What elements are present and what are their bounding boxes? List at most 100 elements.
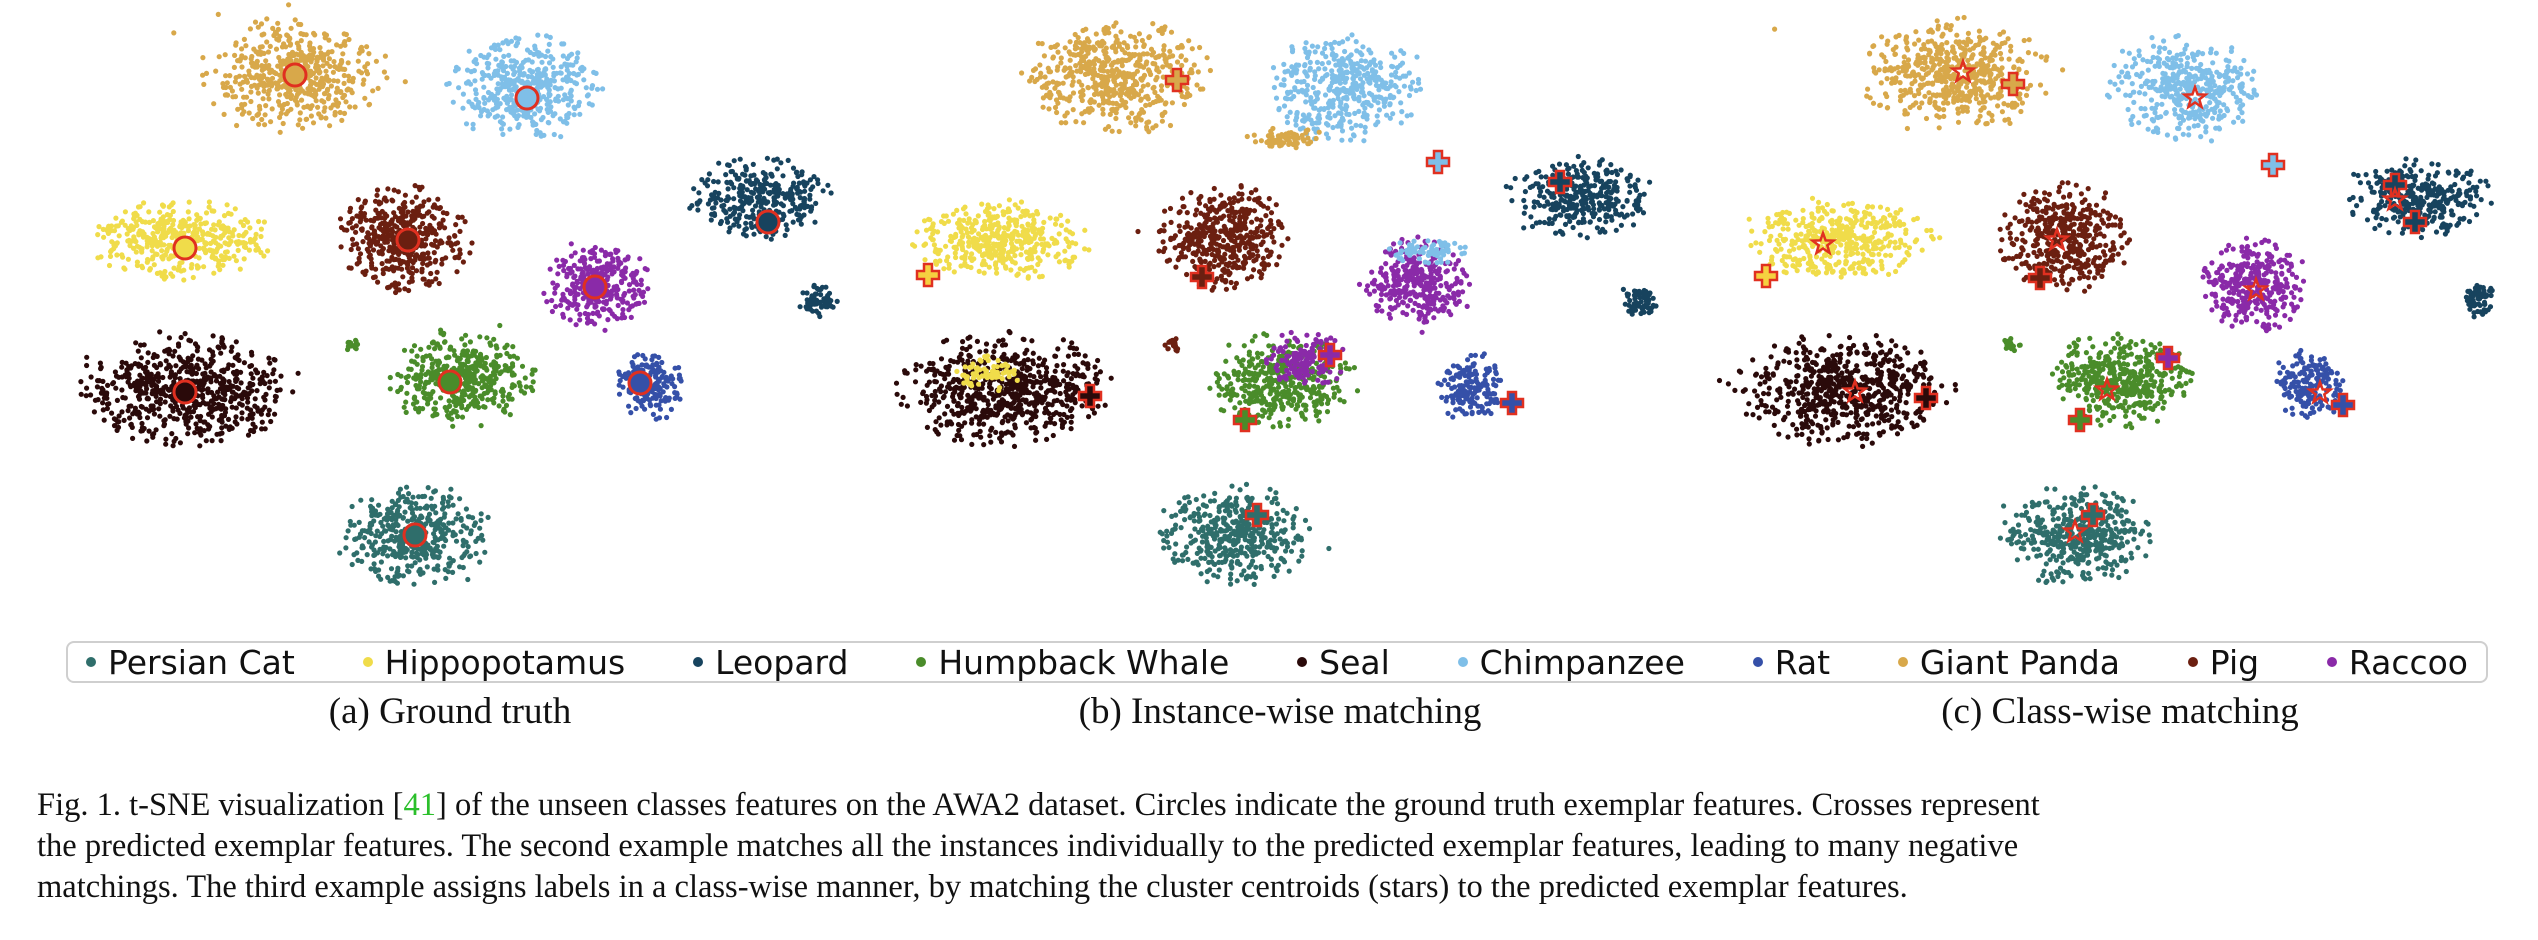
ground-truth-circle-marker <box>627 370 653 396</box>
ground-truth-circle-marker <box>395 227 421 253</box>
cluster-points <box>1244 125 1322 151</box>
predicted-cross-marker <box>2080 502 2106 528</box>
legend-label: Rat <box>1774 642 1831 682</box>
cluster-points <box>1270 32 1424 144</box>
cluster-points <box>2104 33 2260 144</box>
legend-dot-icon <box>2187 657 2198 667</box>
predicted-cross-marker <box>1547 169 1573 195</box>
cluster-points <box>2002 336 2023 354</box>
cluster-points <box>387 322 538 429</box>
predicted-cross-marker <box>2000 71 2026 97</box>
centroid-star-marker <box>2380 185 2410 212</box>
predicted-cross-marker <box>2027 265 2053 291</box>
scatter-panel-c <box>1716 14 2495 586</box>
legend-label: Giant Panda <box>1919 642 2120 682</box>
cluster-points <box>2347 156 2494 241</box>
caption-line-3: matchings. The third example assigns lab… <box>37 869 1908 905</box>
legend-dot-icon <box>2326 657 2337 667</box>
centroid-star-marker <box>2305 378 2335 405</box>
cluster-points <box>1746 195 1943 280</box>
cluster-points <box>1716 333 1959 450</box>
cluster-points <box>1162 336 1181 354</box>
legend-label: Leopard <box>715 642 849 682</box>
cluster-points <box>2463 282 2495 320</box>
legend-label: Humpback Whale <box>938 642 1230 682</box>
subcaption-b: (b) Instance-wise matching <box>1078 691 1482 732</box>
predicted-cross-marker <box>1317 342 1343 368</box>
predicted-cross-marker <box>1499 390 1525 416</box>
centroid-star-marker <box>1808 229 1838 256</box>
scatter-panel-b <box>893 20 1778 588</box>
predicted-cross-marker <box>1189 264 1215 290</box>
centroid-star-marker <box>1948 57 1978 84</box>
predicted-cross-marker <box>1077 383 1103 409</box>
legend-item: Giant Panda <box>1897 642 2120 682</box>
cluster-points <box>345 337 361 353</box>
legend-dot-icon <box>86 657 96 667</box>
legend-dot-icon <box>1752 657 1763 667</box>
scatter-panel-a <box>78 2 840 587</box>
cluster-points <box>1356 234 1473 335</box>
cluster-points <box>1386 238 1468 266</box>
predicted-cross-marker <box>2260 152 2286 178</box>
predicted-cross-marker <box>1232 407 1258 433</box>
subcaption-c: (c) Class-wise matching <box>1941 691 2299 732</box>
subcaption-a: (a) Ground truth <box>328 691 572 732</box>
legend-dot-icon <box>693 657 704 667</box>
centroid-star-marker <box>2092 375 2122 402</box>
cluster-points <box>1772 26 1778 32</box>
legend-label: Raccoo <box>2348 642 2468 682</box>
cluster-points <box>797 282 840 320</box>
cluster-points <box>954 353 1020 394</box>
ground-truth-circle-marker <box>172 235 198 261</box>
predicted-cross-marker <box>2402 209 2428 235</box>
legend-label: Seal <box>1319 642 1390 682</box>
legend-label: Chimpanzee <box>1479 642 1685 682</box>
predicted-cross-marker <box>1244 502 1270 528</box>
caption-line-1: Fig. 1. t-SNE visualization [41] of the … <box>37 787 2040 823</box>
cluster-points <box>1157 481 1332 588</box>
cluster-points <box>687 155 834 242</box>
cluster-points <box>1018 20 1213 135</box>
predicted-cross-marker <box>2067 407 2093 433</box>
cluster-points <box>910 197 1092 281</box>
centroid-star-marker <box>1840 377 1870 404</box>
legend-label: Pig <box>2209 642 2260 682</box>
legend-label: Persian Cat <box>108 642 295 682</box>
legend-item: Pig <box>2187 642 2260 682</box>
ground-truth-circle-marker <box>514 85 540 111</box>
centroid-star-marker <box>2042 225 2072 252</box>
predicted-cross-marker <box>1753 263 1779 289</box>
legend-dot-icon <box>916 657 927 667</box>
cluster-points <box>1620 286 1659 317</box>
tsne-plots <box>78 2 2495 588</box>
legend-dot-icon <box>362 657 373 667</box>
cluster-points <box>1997 484 2153 586</box>
predicted-cross-marker <box>2330 392 2356 418</box>
cluster-points <box>1435 351 1504 420</box>
citation-link[interactable]: 41 <box>403 787 437 823</box>
ground-truth-circle-marker <box>282 62 308 88</box>
legend-item: Rat <box>1752 642 1831 682</box>
predicted-cross-marker <box>1425 149 1451 175</box>
ground-truth-circle-marker <box>755 209 781 235</box>
legend-item: Persian Cat <box>86 643 295 682</box>
figure-caption: Fig. 1. t-SNE visualization [41] of the … <box>37 785 2502 908</box>
centroid-star-marker <box>2180 83 2210 110</box>
predicted-cross-marker <box>1913 385 1939 411</box>
legend-item: Hippopotamus <box>362 642 626 682</box>
legend-label: Hippopotamus <box>384 642 626 682</box>
legend-item: Humpback Whale <box>916 643 1229 682</box>
predicted-cross-marker <box>2155 345 2181 371</box>
cluster-points <box>1135 182 1291 293</box>
cluster-points <box>1864 14 2066 132</box>
ground-truth-circle-marker <box>437 369 463 395</box>
ground-truth-circle-marker <box>172 379 198 405</box>
cluster-points <box>171 2 408 135</box>
legend-item: Chimpanzee <box>1457 642 1685 682</box>
centroid-star-marker <box>2060 517 2090 544</box>
ground-truth-circle-marker <box>582 274 608 300</box>
centroid-star-marker <box>2241 275 2271 302</box>
legend-item: Raccoo <box>2326 642 2468 682</box>
legend: Persian Cat Hippopotamus Leopard Humpback W… <box>66 641 2488 683</box>
